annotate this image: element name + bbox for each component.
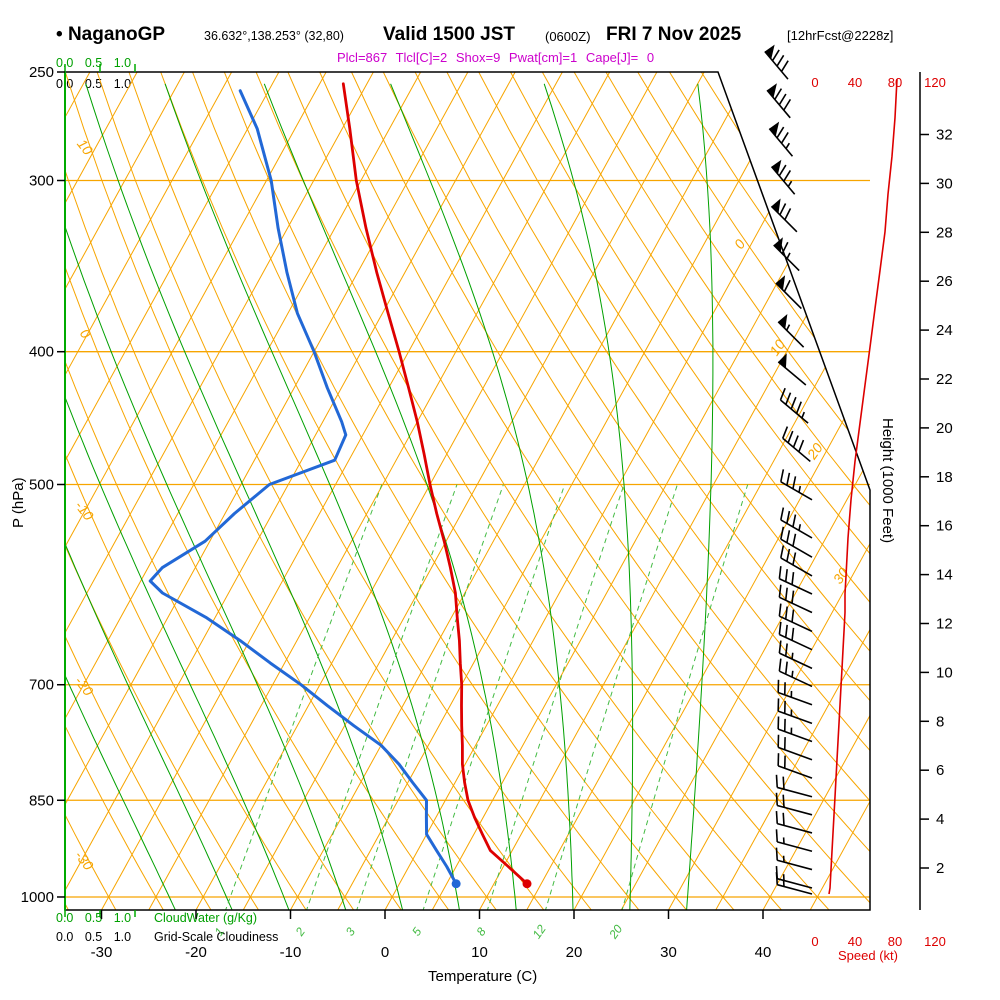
height-tick-label: 14 <box>936 567 953 584</box>
height-tick-label: 4 <box>936 811 944 828</box>
valid-date: FRI 7 Nov 2025 <box>606 24 742 45</box>
pressure-tick-label: 500 <box>29 476 54 493</box>
height-tick-label: 12 <box>936 616 953 633</box>
pressure-tick-label: 250 <box>29 64 54 81</box>
temperature-tick-labels: -30 -20 -10 0 10 20 30 40 <box>91 910 772 961</box>
temperature-tick-label: 10 <box>471 944 488 961</box>
station-name: NaganoGP <box>67 24 166 45</box>
mixing-ratio-label: 12 <box>530 922 549 941</box>
mixing-ratio-label: 5 <box>409 925 424 939</box>
height-tick-label: 32 <box>936 127 953 144</box>
speed-tick-label-bottom: 80 <box>888 934 902 949</box>
temperature-axis-label: Temperature (C) <box>428 968 538 985</box>
mixing-ratio-labels: 1 2 3 5 8 12 20 <box>212 922 626 942</box>
cloudiness-axis-label: Grid-Scale Cloudiness <box>154 930 279 944</box>
speed-tick-label-top: 40 <box>848 75 862 90</box>
height-tick-label: 2 <box>936 860 944 877</box>
pressure-gridlines <box>65 179 870 898</box>
valid-zulu: (0600Z) <box>545 29 591 44</box>
pressure-tick-labels: 250 300 400 500 700 850 1000 <box>21 64 65 906</box>
sounding-params: Plcl=867 Tlcl[C]=2 Shox=9 Pwat[cm]=1 Cap… <box>337 50 655 65</box>
mixing-ratio-label: 3 <box>343 925 358 939</box>
height-tick-label: 26 <box>936 273 953 290</box>
pressure-tick-label: 700 <box>29 677 54 694</box>
speed-tick-label-bottom: 0 <box>811 934 818 949</box>
temperature-tick-label: 0 <box>381 944 389 961</box>
height-tick-label: 6 <box>936 762 944 779</box>
height-tick-label: 10 <box>936 664 953 681</box>
mixing-ratio-label: 8 <box>473 925 488 939</box>
skewt-background-lines <box>65 72 870 910</box>
height-tick-label: 20 <box>936 420 953 437</box>
cloudwater-scale-top: 0.0 0.5 1.0 <box>56 56 132 70</box>
height-tick-label: 18 <box>936 469 953 486</box>
height-tick-label: 8 <box>936 713 944 730</box>
mixing-ratio-label: 2 <box>292 925 308 940</box>
height-tick-label: 28 <box>936 224 953 241</box>
temperature-tick-label: 20 <box>566 944 583 961</box>
wind-barbs <box>764 44 813 895</box>
temperature-tick-label: -30 <box>91 944 113 961</box>
pressure-tick-label: 300 <box>29 172 54 189</box>
speed-tick-label-bottom: 40 <box>848 934 862 949</box>
height-tick-label: 30 <box>936 175 953 192</box>
height-tick-label: 22 <box>936 371 953 388</box>
surface-temperature-dot <box>522 879 532 889</box>
isotherm-label: 20 <box>803 440 826 463</box>
station-bullet-icon: • <box>56 24 63 45</box>
plot-frame <box>64 71 871 911</box>
speed-tick-label-top: 120 <box>924 75 946 90</box>
height-tick-label: 16 <box>936 518 953 535</box>
surface-dewpoint-dot <box>451 879 461 889</box>
cloudwater-axis-label: CloudWater (g/Kg) <box>154 911 258 925</box>
isotherm-label: 0 <box>731 236 749 252</box>
station-coords: 36.632°,138.253° (32,80) <box>204 29 344 43</box>
cloudwater-scale-bottom: 0.0 0.5 1.0 <box>56 911 132 925</box>
speed-axis-ticks: 0 0 40 40 80 80 120 120 <box>811 75 945 949</box>
height-tick-label: 24 <box>936 322 953 339</box>
temperature-tick-label: 30 <box>660 944 677 961</box>
valid-time: Valid 1500 JST <box>383 24 516 45</box>
wind-speed-profile-line <box>828 79 898 895</box>
temperature-profile-line <box>341 82 529 886</box>
pressure-tick-label: 400 <box>29 344 54 361</box>
dry-adiabat-label: 0 <box>77 326 95 342</box>
cloudiness-scale-bottom: 0.0 0.5 1.0 <box>56 930 132 944</box>
forecast-tag: [12hrFcst@2228z] <box>787 28 894 43</box>
temperature-tick-label: 40 <box>755 944 772 961</box>
dewpoint-profile-line <box>148 89 458 886</box>
mixing-ratio-label: 20 <box>606 922 626 942</box>
speed-axis-label: Speed (kt) <box>838 948 898 963</box>
pressure-tick-label: 1000 <box>21 889 54 906</box>
speed-tick-label-top: 80 <box>888 75 902 90</box>
temperature-tick-label: -10 <box>280 944 302 961</box>
speed-tick-label-bottom: 120 <box>924 934 946 949</box>
mixing-ratio-label: 1 <box>212 925 227 939</box>
speed-tick-label-top: 0 <box>811 75 818 90</box>
station-title: • NaganoGP <box>56 24 165 46</box>
pressure-tick-label: 850 <box>29 792 54 809</box>
cloudiness-scale-top: 0.0 0.5 1.0 <box>56 77 132 91</box>
temperature-tick-label: -20 <box>185 944 207 961</box>
